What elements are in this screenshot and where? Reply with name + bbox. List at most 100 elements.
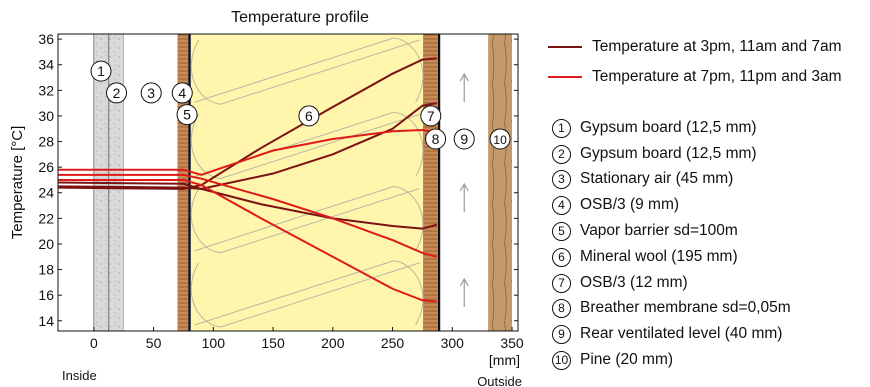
temperature-series — [58, 57, 438, 303]
legend-swatch-day — [548, 46, 582, 48]
legend-layer-9: 9 Rear ventilated level (40 mm) — [552, 324, 870, 346]
airflow-arrowhead — [459, 182, 469, 192]
wall-layer-4 — [177, 34, 189, 331]
legend-num-4: 4 — [552, 196, 571, 215]
legend-label-day: Temperature at 3pm, 11am and 7am — [592, 38, 842, 55]
layer-marker-1 — [90, 60, 112, 82]
legend-text-7: OSB/3 (12 mm) — [580, 274, 688, 291]
legend-text-8: Breather membrane sd=0,05m — [580, 299, 791, 316]
layer-marker-7 — [420, 105, 442, 127]
y-tick-label: 20 — [38, 236, 54, 252]
legend-layer-5: 5 Vapor barrier sd=100m — [552, 221, 870, 243]
x-axis-ticks: 0 50 100 150 200 250 300 350 — [90, 327, 524, 351]
x-tick-label: 150 — [261, 335, 285, 351]
legend-swatch-night — [548, 76, 582, 78]
legend-num-10: 10 — [552, 351, 571, 370]
legend-num-3: 3 — [552, 170, 571, 189]
legend-text-2: Gypsum board (12,5 mm) — [580, 145, 757, 162]
legend-layer-6: 6 Mineral wool (195 mm) — [552, 247, 870, 269]
y-tick-label: 14 — [38, 313, 54, 329]
x-tick-label: 50 — [146, 335, 162, 351]
wool-curve — [190, 188, 420, 254]
y-tick-label: 32 — [38, 82, 54, 98]
legend-layer-8: 8 Breather membrane sd=0,05m — [552, 298, 870, 320]
y-tick-label: 34 — [38, 57, 54, 73]
y-tick-label: 30 — [38, 108, 54, 124]
x-axis-label: [mm] — [489, 352, 520, 368]
layer-markers: 12 3 4 5 6 7 8 9 10 — [90, 60, 511, 150]
series-line-6 — [58, 178, 437, 303]
chart-title: Temperature profile — [231, 9, 369, 26]
legend-text-10: Pine (20 mm) — [580, 351, 674, 368]
x-tick-label: 100 — [202, 335, 226, 351]
wool-curve — [194, 37, 424, 103]
airflow-arrowhead — [459, 277, 469, 287]
wall-layer-7 — [423, 34, 438, 331]
legend-layer-10: 10 Pine (20 mm) — [552, 350, 870, 372]
layer-marker-label-1: 1 — [97, 63, 105, 79]
y-tick-label: 16 — [38, 287, 54, 303]
legend-text-5: Vapor barrier sd=100m — [580, 222, 738, 239]
legend-num-8: 8 — [552, 299, 571, 318]
layer-marker-label-4: 4 — [178, 85, 186, 101]
layer-marker-8 — [425, 128, 447, 150]
outside-label: Outside — [477, 374, 522, 387]
y-tick-label: 24 — [38, 185, 54, 201]
wool-curve — [194, 185, 424, 252]
legend-text-9: Rear ventilated level (40 mm) — [580, 325, 783, 342]
inside-label: Inside — [62, 368, 97, 383]
y-tick-label: 28 — [38, 134, 54, 150]
layer-marker-label-3: 3 — [147, 85, 155, 101]
legend-layer-4: 4 OSB/3 (9 mm) — [552, 195, 870, 217]
y-tick-label: 18 — [38, 262, 54, 278]
wall-layers — [93, 34, 513, 331]
x-tick-label: 300 — [441, 335, 465, 351]
x-tick-label: 200 — [321, 335, 345, 351]
legend-label-night: Temperature at 7pm, 11pm and 3am — [592, 68, 842, 85]
x-tick-label: 250 — [381, 335, 405, 351]
legend-num-2: 2 — [552, 145, 571, 164]
y-tick-label: 36 — [38, 31, 54, 47]
x-tick-label: 0 — [90, 335, 98, 351]
wall-layer-8 — [437, 34, 441, 331]
series-line-4 — [58, 129, 437, 176]
series-line-1 — [58, 57, 437, 190]
y-tick-label: 22 — [38, 210, 54, 226]
layer-marker-label-10: 10 — [493, 133, 507, 147]
legend-num-6: 6 — [552, 248, 571, 267]
legend-entry-day: Temperature at 3pm, 11am and 7am — [548, 36, 870, 58]
layer-marker-label-2: 2 — [113, 85, 121, 101]
wool-curve — [190, 39, 420, 105]
legend-num-7: 7 — [552, 274, 571, 293]
series-line-3 — [58, 181, 438, 230]
legend-layer-3: 3 Stationary air (45 mm) — [552, 169, 870, 191]
series-line-5 — [58, 173, 438, 258]
series-line-2 — [58, 102, 437, 190]
layer-marker-label-9: 9 — [460, 131, 468, 147]
layer-marker-6 — [298, 105, 320, 127]
wool-curve — [194, 260, 424, 326]
legend-text-6: Mineral wool (195 mm) — [580, 248, 738, 265]
legend-text-4: OSB/3 (9 mm) — [580, 196, 680, 213]
layer-marker-label-7: 7 — [427, 108, 435, 124]
x-tick-label: 350 — [500, 335, 524, 351]
layer-marker-label-6: 6 — [305, 108, 313, 124]
layer-marker-10 — [489, 128, 511, 150]
layer-marker-label-5: 5 — [183, 107, 191, 123]
wool-curve — [190, 113, 420, 180]
layer-marker-label-8: 8 — [432, 131, 440, 147]
y-tick-label: 26 — [38, 159, 54, 175]
layer-marker-4 — [171, 82, 193, 104]
airflow-arrowhead — [459, 72, 469, 82]
wall-layer-10 — [488, 34, 513, 331]
legend-num-9: 9 — [552, 325, 571, 344]
legend-num-1: 1 — [552, 119, 571, 138]
legend-entry-night: Temperature at 7pm, 11pm and 3am — [548, 66, 870, 88]
legend-num-5: 5 — [552, 222, 571, 241]
legend-text-1: Gypsum board (12,5 mm) — [580, 119, 757, 136]
legend-layer-7: 7 OSB/3 (12 mm) — [552, 273, 870, 295]
layer-marker-3 — [140, 82, 162, 104]
legend-layer-1: 1 Gypsum board (12,5 mm) — [552, 118, 870, 140]
